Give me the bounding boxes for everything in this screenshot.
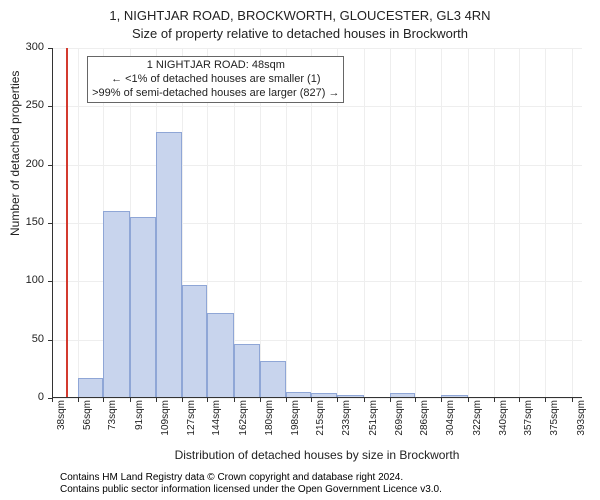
x-tick-mark (364, 398, 365, 402)
chart-container: 1, NIGHTJAR ROAD, BROCKWORTH, GLOUCESTER… (0, 0, 600, 500)
x-tick-mark (390, 398, 391, 402)
x-gridline (468, 48, 469, 398)
y-gridline (52, 48, 582, 49)
x-gridline (390, 48, 391, 398)
x-gridline (494, 48, 495, 398)
x-tick-label: 357sqm (523, 400, 534, 442)
x-tick-label: 91sqm (134, 400, 145, 442)
x-gridline (545, 48, 546, 398)
x-tick-label: 127sqm (186, 400, 197, 442)
subject-marker-line (66, 48, 68, 398)
x-tick-label: 73sqm (107, 400, 118, 442)
y-tick-label: 250 (14, 99, 44, 111)
histogram-bar (156, 132, 182, 398)
histogram-bar (182, 285, 207, 398)
y-tick-label: 50 (14, 333, 44, 345)
x-tick-label: 286sqm (419, 400, 430, 442)
x-tick-mark (519, 398, 520, 402)
x-tick-label: 340sqm (498, 400, 509, 442)
x-tick-mark (78, 398, 79, 402)
x-tick-label: 215sqm (315, 400, 326, 442)
x-tick-mark (572, 398, 573, 402)
histogram-bar (103, 211, 129, 398)
x-gridline (364, 48, 365, 398)
x-tick-mark (441, 398, 442, 402)
x-tick-label: 233sqm (341, 400, 352, 442)
x-gridline (415, 48, 416, 398)
x-gridline (78, 48, 79, 398)
x-tick-mark (260, 398, 261, 402)
x-tick-mark (286, 398, 287, 402)
y-tick-label: 300 (14, 41, 44, 53)
x-tick-label: 269sqm (394, 400, 405, 442)
x-tick-mark (337, 398, 338, 402)
annotation-box: 1 NIGHTJAR ROAD: 48sqm ← <1% of detached… (87, 56, 344, 103)
footer-line-2: Contains public sector information licen… (60, 484, 442, 496)
y-axis-line (52, 48, 53, 398)
x-tick-mark (103, 398, 104, 402)
x-tick-label: 251sqm (368, 400, 379, 442)
x-tick-mark (52, 398, 53, 402)
annotation-line-2: ← <1% of detached houses are smaller (1) (92, 73, 339, 87)
x-tick-mark (207, 398, 208, 402)
plot-area: 1 NIGHTJAR ROAD: 48sqm ← <1% of detached… (52, 48, 582, 398)
x-tick-label: 162sqm (238, 400, 249, 442)
x-tick-mark (234, 398, 235, 402)
histogram-bar (130, 217, 156, 398)
y-tick-label: 150 (14, 216, 44, 228)
x-tick-label: 304sqm (445, 400, 456, 442)
histogram-bar (234, 344, 260, 398)
x-gridline (441, 48, 442, 398)
x-tick-mark (130, 398, 131, 402)
x-tick-label: 393sqm (576, 400, 587, 442)
x-tick-label: 109sqm (160, 400, 171, 442)
y-gridline (52, 106, 582, 107)
x-axis-label: Distribution of detached houses by size … (52, 448, 582, 462)
y-tick-label: 0 (14, 391, 44, 403)
histogram-bar (207, 313, 233, 398)
x-tick-label: 198sqm (290, 400, 301, 442)
x-tick-label: 56sqm (82, 400, 93, 442)
annotation-line-3: >99% of semi-detached houses are larger … (92, 87, 339, 101)
x-tick-label: 180sqm (264, 400, 275, 442)
x-axis-line (52, 397, 582, 398)
histogram-bar (78, 378, 103, 398)
x-tick-mark (468, 398, 469, 402)
histogram-bar (260, 361, 286, 398)
footer-line-1: Contains HM Land Registry data © Crown c… (60, 472, 403, 484)
y-gridline (52, 398, 582, 399)
title-line-1: 1, NIGHTJAR ROAD, BROCKWORTH, GLOUCESTER… (0, 8, 600, 23)
x-tick-mark (545, 398, 546, 402)
x-tick-mark (156, 398, 157, 402)
x-tick-label: 322sqm (472, 400, 483, 442)
y-tick-label: 100 (14, 274, 44, 286)
x-tick-mark (494, 398, 495, 402)
y-gridline (52, 165, 582, 166)
x-tick-mark (182, 398, 183, 402)
x-tick-mark (415, 398, 416, 402)
x-tick-label: 375sqm (549, 400, 560, 442)
y-tick-label: 200 (14, 158, 44, 170)
title-line-2: Size of property relative to detached ho… (0, 26, 600, 41)
x-gridline (519, 48, 520, 398)
x-gridline (572, 48, 573, 398)
x-tick-mark (311, 398, 312, 402)
x-tick-label: 38sqm (56, 400, 67, 442)
x-tick-label: 144sqm (211, 400, 222, 442)
annotation-line-1: 1 NIGHTJAR ROAD: 48sqm (92, 59, 339, 73)
